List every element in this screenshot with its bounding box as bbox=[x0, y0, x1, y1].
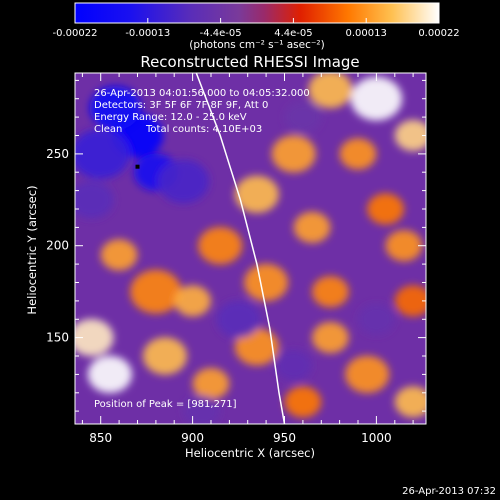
y-axis-label: Heliocentric Y (arcsec) bbox=[25, 185, 39, 314]
intensity-blob bbox=[87, 355, 132, 394]
intensity-blob bbox=[75, 128, 131, 179]
intensity-blob bbox=[312, 276, 349, 308]
intensity-blob bbox=[130, 269, 182, 314]
axis-ticks bbox=[75, 73, 426, 424]
intensity-map bbox=[75, 73, 426, 424]
intensity-blob bbox=[174, 285, 212, 317]
x-tick-label: 850 bbox=[89, 431, 112, 445]
intensity-blob bbox=[216, 300, 261, 338]
solar-limb-line bbox=[195, 73, 286, 424]
plot-frame bbox=[74, 72, 427, 425]
intensity-blob bbox=[284, 386, 322, 418]
intensity-blob bbox=[234, 175, 279, 213]
intensity-blob bbox=[198, 227, 243, 265]
colorbar-tick-label: -0.00013 bbox=[125, 28, 170, 39]
intensity-blob bbox=[394, 119, 426, 152]
intensity-blob bbox=[394, 386, 426, 418]
x-tick-label: 900 bbox=[181, 431, 204, 445]
intensity-blob bbox=[350, 76, 403, 121]
intensity-blob bbox=[75, 318, 114, 357]
y-tick-label: 200 bbox=[46, 239, 69, 253]
detectors-label: Detectors: 3F 5F 6F 7F 8F 9F, Att 0 bbox=[94, 100, 268, 111]
intensity-blob bbox=[394, 285, 426, 317]
x-tick-label: 1000 bbox=[361, 431, 392, 445]
intensity-blob bbox=[75, 181, 114, 219]
x-tick-label: 950 bbox=[273, 431, 296, 445]
colorbar-tick-label: 4.4e-05 bbox=[274, 28, 312, 39]
total-counts-label: Total counts: 4.10E+03 bbox=[145, 124, 262, 135]
intensity-blob bbox=[157, 159, 210, 204]
y-tick-label: 250 bbox=[46, 147, 69, 161]
peak-position-label: Position of Peak = [981,271] bbox=[94, 399, 237, 410]
intensity-blob bbox=[271, 135, 316, 173]
energy-range-label: Energy Range: 12.0 - 25.0 keV bbox=[94, 112, 247, 123]
generation-timestamp: 26-Apr-2013 07:32 bbox=[402, 486, 496, 497]
intensity-blob bbox=[100, 239, 138, 271]
intensity-blob bbox=[192, 368, 230, 400]
intensity-blob bbox=[358, 303, 395, 335]
x-axis-label: Heliocentric X (arcsec) bbox=[185, 446, 315, 460]
intensity-blob bbox=[234, 328, 279, 366]
colorbar-gradient bbox=[74, 2, 440, 24]
intensity-blob bbox=[308, 73, 353, 109]
colorbar-tick-label: 0.00013 bbox=[346, 28, 387, 39]
axis-tick-labels: 850 900 950 1000 150 200 250 bbox=[46, 147, 392, 445]
intensity-blob bbox=[339, 138, 377, 170]
colorbar-ticks: -0.00022 -0.00013 -4.4e-05 4.4e-05 0.00013 0.… bbox=[53, 18, 460, 39]
intensity-blob bbox=[142, 337, 188, 375]
time-range-label: 26-Apr-2013 04:01:56.000 to 04:05:32.000 bbox=[94, 88, 310, 99]
observation-info: 26-Apr-2013 04:01:56.000 to 04:05:32.000… bbox=[94, 88, 310, 410]
method-label: Clean bbox=[94, 124, 122, 135]
chart-title: Reconstructed RHESSI Image bbox=[140, 53, 359, 71]
colorbar-tick-label: -4.4e-05 bbox=[200, 28, 242, 39]
colorbar-tick-label: 0.00022 bbox=[418, 28, 459, 39]
y-tick-label: 150 bbox=[46, 331, 69, 345]
intensity-blob bbox=[293, 211, 331, 243]
colorbar-units-label: (photons cm⁻² s⁻¹ asec⁻²) bbox=[189, 39, 324, 51]
intensity-blob bbox=[275, 349, 313, 381]
colorbar: -0.00022 -0.00013 -4.4e-05 4.4e-05 0.00013 0.… bbox=[53, 2, 460, 51]
intensity-blob bbox=[312, 322, 349, 354]
intensity-blob bbox=[89, 86, 142, 130]
intensity-blob bbox=[244, 263, 289, 302]
colorbar-tick-label: -0.00022 bbox=[53, 28, 98, 39]
minimum-marker bbox=[135, 164, 140, 169]
intensity-blob bbox=[345, 355, 390, 394]
intensity-blob bbox=[284, 101, 322, 133]
plot-area: 850 900 950 1000 150 200 250 bbox=[46, 72, 427, 445]
intensity-blob bbox=[385, 230, 423, 262]
intensity-blob bbox=[367, 193, 404, 225]
